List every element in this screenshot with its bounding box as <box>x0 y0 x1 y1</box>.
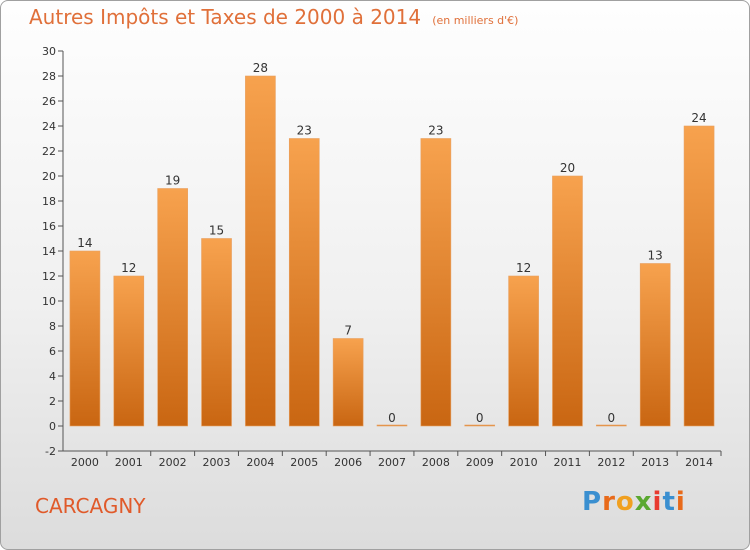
city-name: CARCAGNY <box>35 494 146 518</box>
x-tick-label: 2005 <box>290 456 318 469</box>
data-label: 0 <box>476 411 484 425</box>
data-label: 19 <box>165 174 180 188</box>
y-tick-label: 2 <box>49 395 56 408</box>
logo-letter: r <box>602 487 616 517</box>
y-tick-label: 16 <box>42 220 56 233</box>
data-label: 28 <box>253 61 268 75</box>
x-tick-label: 2011 <box>553 456 581 469</box>
data-label: 13 <box>648 249 663 263</box>
y-tick-label: 0 <box>49 420 56 433</box>
chart-title-text: Autres Impôts et Taxes de 2000 à 2014 <box>29 5 422 29</box>
y-tick-label: 18 <box>42 195 56 208</box>
logo-letter: P <box>582 487 603 517</box>
data-label: 20 <box>560 161 575 175</box>
bar <box>376 424 408 427</box>
y-tick-label: 10 <box>42 295 56 308</box>
y-tick-label: 26 <box>42 95 56 108</box>
bar <box>157 188 188 427</box>
data-label: 12 <box>516 261 531 275</box>
data-label: 24 <box>691 111 706 125</box>
logo-letter: i <box>675 487 686 517</box>
bar <box>288 138 320 427</box>
y-tick-label: 6 <box>49 345 56 358</box>
x-tick-label: 2007 <box>378 456 406 469</box>
bar <box>552 175 583 427</box>
data-label: 0 <box>608 411 616 425</box>
data-label: 14 <box>77 236 92 250</box>
y-tick-label: 30 <box>42 45 56 58</box>
logo-letter: x <box>634 487 653 517</box>
bar <box>420 138 452 427</box>
y-tick-label: -2 <box>45 445 56 458</box>
logo-letter: i <box>652 487 663 517</box>
y-tick-label: 8 <box>49 320 56 333</box>
y-tick-label: 24 <box>42 120 56 133</box>
x-tick-label: 2010 <box>510 456 538 469</box>
x-tick-label: 2003 <box>203 456 231 469</box>
bar <box>245 75 276 427</box>
bar <box>69 250 101 427</box>
bar <box>596 424 627 427</box>
x-tick-label: 2000 <box>71 456 99 469</box>
data-label: 7 <box>344 324 352 338</box>
y-tick-label: 22 <box>42 145 56 158</box>
data-label: 15 <box>209 224 224 238</box>
y-tick-label: 12 <box>42 270 56 283</box>
bar <box>464 424 496 427</box>
logo-letter: t <box>662 487 676 517</box>
y-tick-label: 4 <box>49 370 56 383</box>
data-label: 23 <box>428 124 443 138</box>
bar <box>639 263 671 427</box>
x-tick-label: 2013 <box>641 456 669 469</box>
data-label: 0 <box>388 411 396 425</box>
logo-letter: o <box>615 487 635 517</box>
y-tick-label: 28 <box>42 70 56 83</box>
bar <box>683 125 715 427</box>
proxiti-logo: Proxiti <box>582 487 686 517</box>
x-tick-label: 2009 <box>466 456 494 469</box>
x-tick-label: 2002 <box>159 456 187 469</box>
chart-unit: (en milliers d'€) <box>432 14 519 27</box>
x-tick-label: 2001 <box>115 456 143 469</box>
y-tick-label: 20 <box>42 170 56 183</box>
x-tick-label: 2014 <box>685 456 713 469</box>
data-label: 12 <box>121 261 136 275</box>
bar <box>508 275 539 427</box>
bar <box>201 238 232 427</box>
chart-title: Autres Impôts et Taxes de 2000 à 2014 (e… <box>29 5 518 29</box>
x-tick-label: 2006 <box>334 456 362 469</box>
y-tick-label: 14 <box>42 245 56 258</box>
x-tick-label: 2012 <box>597 456 625 469</box>
bar <box>113 275 145 427</box>
x-tick-label: 2008 <box>422 456 450 469</box>
data-label: 23 <box>297 124 312 138</box>
x-tick-label: 2004 <box>246 456 274 469</box>
bar <box>332 338 364 427</box>
